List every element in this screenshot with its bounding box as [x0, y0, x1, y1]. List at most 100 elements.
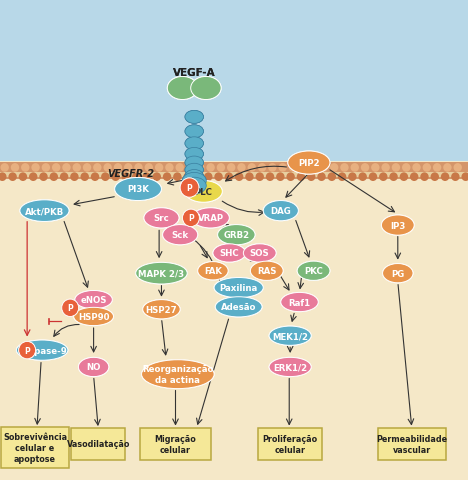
Text: P: P [67, 304, 73, 312]
Ellipse shape [383, 264, 413, 283]
Ellipse shape [192, 208, 229, 228]
Text: VEGFR-2: VEGFR-2 [108, 169, 154, 179]
Ellipse shape [144, 208, 179, 228]
Text: FAK: FAK [204, 267, 222, 276]
Circle shape [163, 173, 171, 181]
Ellipse shape [243, 244, 276, 263]
Text: P: P [188, 214, 194, 223]
Circle shape [52, 164, 60, 172]
Ellipse shape [74, 308, 114, 326]
Circle shape [453, 164, 462, 172]
Text: MAPK 2/3: MAPK 2/3 [139, 269, 184, 278]
Text: HSP27: HSP27 [146, 305, 177, 314]
Circle shape [165, 164, 174, 172]
Text: MEK1/2: MEK1/2 [272, 332, 308, 340]
Text: Migração
celular: Migração celular [154, 434, 197, 454]
Circle shape [289, 164, 297, 172]
Ellipse shape [269, 326, 311, 346]
Circle shape [361, 164, 369, 172]
Text: Permeabilidade
vascular: Permeabilidade vascular [376, 434, 447, 454]
Ellipse shape [185, 181, 222, 203]
Ellipse shape [381, 216, 414, 236]
Text: PLC: PLC [195, 188, 212, 196]
Ellipse shape [269, 358, 311, 377]
Ellipse shape [115, 178, 161, 201]
Ellipse shape [182, 173, 206, 190]
Circle shape [338, 173, 346, 181]
Text: PKC: PKC [304, 267, 323, 276]
Circle shape [235, 173, 243, 181]
Text: P: P [67, 304, 73, 312]
Ellipse shape [16, 340, 68, 360]
Circle shape [183, 173, 192, 181]
Circle shape [155, 164, 163, 172]
Ellipse shape [191, 77, 221, 100]
Circle shape [186, 164, 194, 172]
Text: ERK1/2: ERK1/2 [273, 363, 307, 372]
Ellipse shape [79, 358, 109, 377]
Circle shape [297, 173, 305, 181]
Ellipse shape [250, 262, 283, 281]
Circle shape [145, 164, 153, 172]
Ellipse shape [163, 225, 198, 245]
Circle shape [369, 173, 377, 181]
Text: Raf1: Raf1 [288, 298, 311, 307]
Circle shape [70, 173, 79, 181]
Text: HSP90: HSP90 [78, 312, 110, 321]
Ellipse shape [75, 291, 112, 309]
Circle shape [431, 173, 439, 181]
Ellipse shape [167, 77, 198, 100]
Circle shape [124, 164, 132, 172]
Circle shape [142, 173, 151, 181]
Circle shape [268, 164, 277, 172]
Circle shape [93, 164, 102, 172]
Ellipse shape [20, 201, 69, 222]
Ellipse shape [74, 308, 114, 326]
Text: HSP90: HSP90 [78, 312, 110, 321]
Text: P: P [24, 346, 30, 355]
Text: Adesão: Adesão [221, 303, 256, 312]
Ellipse shape [215, 297, 262, 317]
Text: Reorganização
da actina: Reorganização da actina [142, 365, 213, 384]
Text: VRAP: VRAP [197, 214, 224, 223]
Circle shape [8, 173, 17, 181]
Circle shape [29, 173, 37, 181]
Text: ERK1/2: ERK1/2 [273, 363, 307, 372]
Ellipse shape [269, 326, 311, 346]
Ellipse shape [214, 278, 263, 298]
Ellipse shape [185, 164, 204, 177]
Ellipse shape [163, 225, 198, 245]
Circle shape [91, 173, 99, 181]
Text: Caspase-9: Caspase-9 [17, 346, 67, 355]
Circle shape [245, 173, 254, 181]
Circle shape [180, 179, 199, 198]
Circle shape [83, 164, 91, 172]
Circle shape [153, 173, 161, 181]
Text: RAS: RAS [257, 267, 277, 276]
Ellipse shape [263, 201, 299, 221]
Circle shape [379, 173, 388, 181]
Circle shape [19, 173, 27, 181]
Ellipse shape [198, 262, 228, 280]
Circle shape [19, 342, 36, 359]
Text: Akt/PKB: Akt/PKB [25, 207, 64, 216]
Circle shape [11, 164, 19, 172]
Text: IP3: IP3 [390, 221, 405, 230]
Ellipse shape [185, 170, 204, 183]
Text: NO: NO [87, 363, 101, 372]
Text: Sck: Sck [172, 231, 189, 240]
Text: Vasodilatação: Vasodilatação [66, 440, 130, 448]
Text: Caspase-9: Caspase-9 [17, 346, 67, 355]
Ellipse shape [185, 170, 204, 183]
Text: PI3K: PI3K [127, 185, 149, 194]
Circle shape [132, 173, 140, 181]
Ellipse shape [381, 216, 414, 236]
Text: PI3K: PI3K [127, 185, 149, 194]
Circle shape [73, 164, 81, 172]
Text: PIP2: PIP2 [298, 159, 320, 168]
Text: NO: NO [87, 363, 101, 372]
Ellipse shape [185, 181, 222, 203]
Circle shape [237, 164, 246, 172]
Text: SHC: SHC [219, 249, 239, 258]
Text: PIP2: PIP2 [298, 159, 320, 168]
